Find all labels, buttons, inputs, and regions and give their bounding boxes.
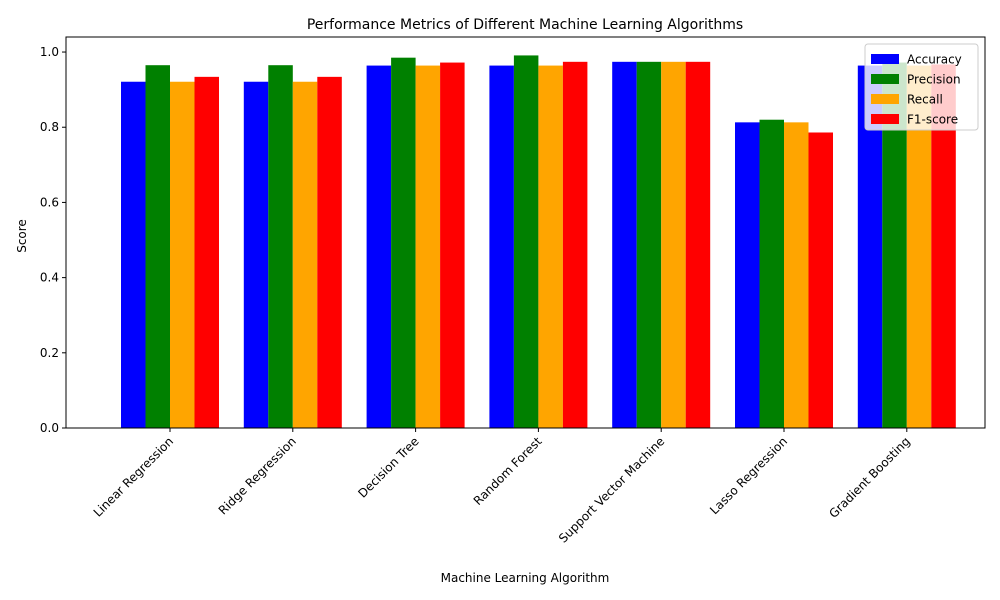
bar-recall-4	[661, 61, 686, 428]
x-axis: Linear Regression Ridge Regression Decisio…	[91, 428, 913, 546]
bar-precision-0	[145, 65, 170, 428]
y-tick-label: 0.0	[40, 421, 59, 435]
y-tick-label: 0.8	[40, 120, 59, 134]
x-tick-label: Linear Regression	[91, 434, 176, 519]
y-tick-label: 0.2	[40, 346, 59, 360]
bar-accuracy-2	[366, 65, 392, 429]
bar-f1-score-3	[562, 61, 588, 428]
legend-label: F1-score	[907, 113, 958, 127]
legend-swatch	[871, 94, 899, 104]
bar-accuracy-3	[489, 65, 514, 429]
legend-swatch	[871, 54, 899, 64]
bar-f1-score-2	[440, 62, 465, 429]
bar-recall-5	[784, 122, 809, 429]
legend-label: Recall	[907, 93, 943, 107]
x-tick-label: Ridge Regression	[216, 434, 299, 517]
y-tick-label: 0.6	[40, 195, 59, 209]
legend: Accuracy Precision Recall F1-score	[864, 43, 979, 131]
bar-f1-score-1	[317, 76, 342, 428]
bar-accuracy-5	[735, 122, 760, 429]
y-tick-label: 1.0	[40, 45, 59, 59]
legend-label: Accuracy	[907, 53, 962, 67]
legend-swatch	[871, 74, 899, 84]
y-axis-label: Score	[15, 219, 29, 253]
chart-title: Performance Metrics of Different Machine…	[307, 17, 743, 33]
bar-f1-score-0	[194, 76, 219, 428]
bars-group	[121, 55, 956, 429]
y-tick-label: 0.4	[40, 271, 59, 285]
bar-precision-3	[513, 55, 539, 428]
legend-swatch	[871, 114, 899, 124]
bar-recall-3	[538, 65, 563, 429]
bar-recall-1	[292, 81, 318, 428]
legend-box	[864, 43, 979, 131]
x-tick-label: Lasso Regression	[707, 434, 790, 517]
bar-f1-score-4	[685, 61, 711, 428]
bar-recall-2	[415, 65, 441, 429]
bar-precision-5	[759, 119, 784, 428]
x-axis-label: Machine Learning Algorithm	[441, 571, 610, 585]
bar-accuracy-0	[121, 81, 146, 428]
x-tick-label: Decision Tree	[355, 434, 421, 500]
x-tick-label: Random Forest	[471, 434, 545, 508]
x-tick-label: Support Vector Machine	[556, 434, 667, 545]
y-axis: 0.0 0.2 0.4 0.6 0.8 1.0	[40, 45, 66, 435]
x-tick-label: Gradient Boosting	[826, 434, 913, 521]
plot-frame	[65, 36, 986, 429]
bar-precision-1	[268, 65, 293, 428]
bar-recall-0	[170, 81, 195, 428]
legend-label: Precision	[907, 73, 961, 87]
bar-precision-2	[391, 57, 416, 428]
bar-f1-score-5	[808, 132, 833, 428]
bar-precision-4	[636, 61, 662, 428]
bar-accuracy-1	[243, 81, 269, 428]
bar-accuracy-4	[612, 61, 637, 428]
